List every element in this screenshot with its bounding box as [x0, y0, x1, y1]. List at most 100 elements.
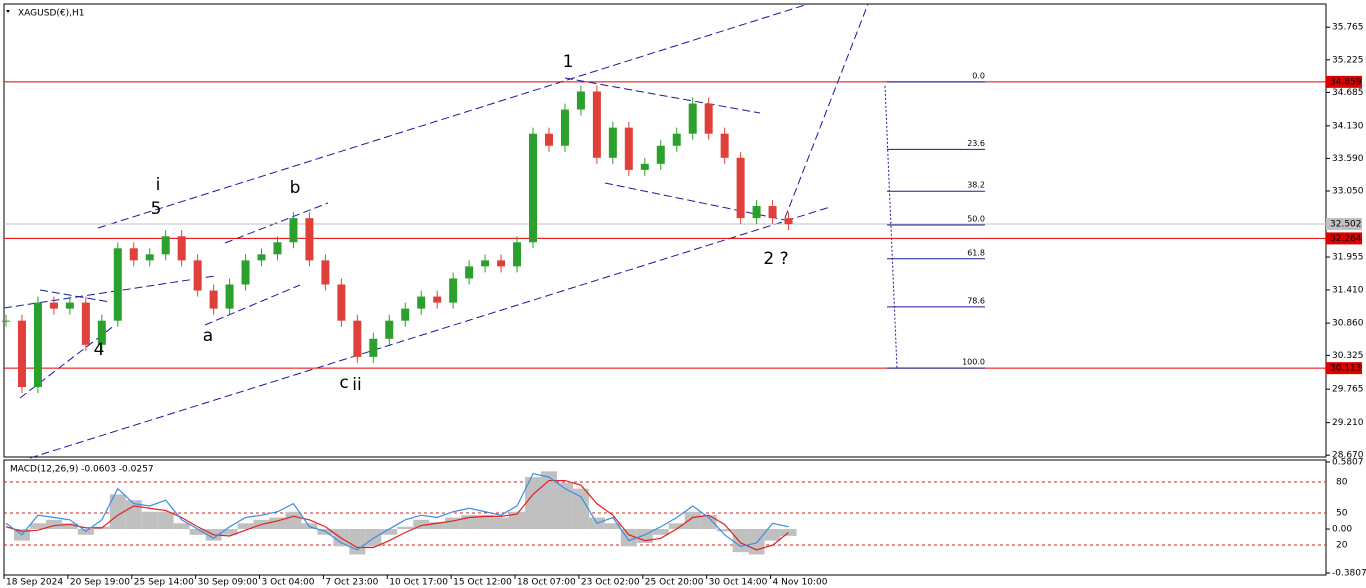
candle	[576, 91, 585, 110]
macd-y-tick-label: 0.00	[1332, 525, 1352, 535]
macd-bar	[221, 529, 238, 535]
macd-bar	[397, 526, 414, 530]
macd-bar	[620, 529, 637, 547]
candle	[544, 133, 553, 146]
fib-axis	[884, 85, 898, 369]
macd-bar	[29, 523, 46, 530]
macd-pane	[3, 459, 1327, 576]
fib-label: 50.0	[967, 215, 985, 224]
macd-bar	[732, 529, 749, 553]
macd-bar	[237, 523, 254, 530]
candle	[513, 242, 522, 267]
projection-line	[784, 3, 869, 219]
chart-title: XAGUSD(€),H1	[18, 9, 84, 19]
candle	[145, 254, 154, 261]
wave-label: 2 ?	[763, 249, 788, 269]
wave-label: i	[156, 175, 161, 195]
candle	[608, 127, 617, 158]
candle	[385, 320, 394, 339]
candle	[353, 320, 362, 357]
level-label: 34.859	[1330, 77, 1362, 87]
macd-bar	[285, 511, 302, 530]
macd-bar	[157, 511, 174, 530]
fib-label: 38.2	[967, 181, 985, 190]
candle	[688, 103, 697, 134]
macd-bar	[716, 529, 733, 532]
fib-label: 0.0	[972, 71, 985, 80]
macd-guide-label: 50	[1336, 509, 1348, 519]
trend-line	[97, 4, 806, 229]
macd-y-tick-label: -0.3807	[1332, 569, 1366, 579]
macd-bar	[125, 500, 142, 530]
macd-bar	[556, 482, 573, 530]
y-tick-label: 29.210	[1332, 418, 1364, 428]
x-tick-label: 25 Oct 20:00	[645, 578, 704, 588]
trend-line	[29, 206, 831, 459]
candle	[289, 218, 298, 243]
y-tick-label: 31.410	[1332, 285, 1364, 295]
candle	[592, 91, 601, 158]
candle	[401, 308, 410, 321]
x-tick-label: 30 Oct 14:00	[709, 578, 768, 588]
y-tick-label: 30.860	[1332, 319, 1364, 329]
level-label: 32.502	[1330, 220, 1362, 230]
menu-arrow	[6, 10, 10, 13]
candle	[720, 133, 729, 158]
candle	[672, 133, 681, 146]
candle	[257, 254, 266, 261]
trend-line	[604, 182, 786, 221]
main-pane	[3, 3, 1327, 458]
fib-label: 100.0	[962, 358, 985, 367]
macd-bar	[509, 511, 526, 530]
y-tick-label: 31.955	[1332, 253, 1364, 263]
candle	[369, 338, 378, 357]
x-tick-label: 4 Nov 10:00	[773, 578, 828, 588]
candle	[97, 320, 106, 345]
candle	[49, 302, 58, 309]
y-tick-label: 28.670	[1332, 451, 1364, 461]
candle	[241, 260, 250, 285]
wave-label: ii	[352, 375, 361, 395]
macd-bar	[189, 529, 206, 535]
macd-bar	[668, 523, 685, 530]
candle	[784, 218, 793, 225]
x-tick-label: 18 Oct 07:00	[517, 578, 576, 588]
macd-bar	[45, 519, 62, 530]
macd-line	[5, 479, 789, 551]
y-tick-label: 34.130	[1332, 121, 1364, 131]
candle	[497, 260, 506, 267]
x-tick-label: 23 Oct 02:00	[581, 578, 640, 588]
macd-bar	[493, 517, 510, 530]
macd-bar	[525, 477, 541, 530]
candle	[768, 206, 777, 219]
x-tick-label: 3 Oct 04:00	[262, 578, 315, 588]
macd-y-tick-label: 0.5807	[1332, 458, 1364, 468]
macd-guide-label: 80	[1336, 478, 1348, 488]
candle	[17, 320, 26, 388]
level-label: 32.264	[1330, 234, 1362, 244]
candle	[2, 320, 10, 322]
candle	[193, 260, 202, 291]
macd-bar	[652, 529, 669, 535]
trend-line	[204, 284, 301, 326]
wave-label: c	[339, 373, 348, 393]
y-tick-label: 35.225	[1332, 55, 1364, 65]
macd-bar	[572, 488, 589, 530]
fib-label: 78.6	[967, 296, 985, 305]
candle	[481, 260, 490, 267]
candle	[33, 302, 42, 388]
candle	[704, 103, 713, 134]
fib-label: 23.6	[967, 139, 985, 148]
fib-label: 61.8	[967, 248, 985, 257]
candle	[465, 266, 474, 279]
x-tick-label: 18 Sep 2024	[6, 578, 63, 588]
wave-label: 1	[563, 52, 574, 72]
macd-bar	[540, 471, 557, 530]
macd-bar	[700, 515, 717, 530]
macd-bar	[764, 529, 781, 541]
macd-bar	[269, 517, 286, 530]
macd-bar	[413, 519, 430, 530]
candle	[449, 278, 458, 303]
trend-line	[564, 77, 761, 114]
macd-title: MACD(12,26,9) -0.0603 -0.0257	[10, 465, 154, 475]
